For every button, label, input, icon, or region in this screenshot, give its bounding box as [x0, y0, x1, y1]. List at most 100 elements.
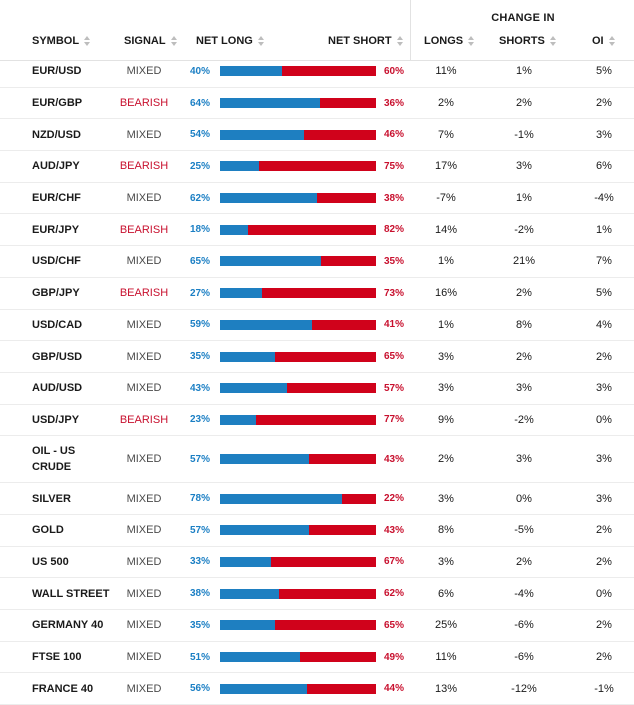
table-row[interactable]: USD/CHF MIXED 65% 35% 1% 21% 7%: [0, 246, 634, 278]
net-short-bar-fill: [279, 588, 376, 599]
change-shorts-value: -5%: [514, 524, 534, 537]
symbol-cell[interactable]: WALL STREET: [32, 587, 110, 600]
signal-cell: MIXED: [126, 65, 162, 78]
symbol-cell[interactable]: SILVER: [32, 492, 71, 505]
sentiment-bar: [220, 319, 376, 330]
signal-cell: BEARISH: [119, 223, 169, 236]
change-oi-value: 2%: [596, 555, 612, 568]
symbol-cell[interactable]: AUD/USD: [32, 382, 83, 395]
column-header-oi[interactable]: OI: [592, 34, 616, 48]
change-shorts-value: 3%: [516, 382, 532, 395]
net-short-value: 38%: [384, 192, 405, 204]
net-short-bar-fill: [299, 652, 376, 663]
symbol-cell[interactable]: FTSE 100: [32, 651, 82, 664]
table-row[interactable]: OIL - US CRUDE MIXED 57% 43% 2% 3% 3%: [0, 436, 634, 484]
table-row[interactable]: SILVER MIXED 78% 22% 3% 0% 3%: [0, 483, 634, 515]
net-long-bar-fill: [220, 351, 275, 362]
net-long-value: 33%: [189, 556, 210, 568]
table-row[interactable]: FTSE 100 MIXED 51% 49% 11% -6% 2%: [0, 642, 634, 674]
net-long-value: 38%: [189, 588, 210, 600]
symbol-cell[interactable]: OIL - US CRUDE: [32, 445, 76, 474]
symbol-cell[interactable]: GOLD: [32, 524, 64, 537]
change-shorts-value: 2%: [516, 350, 532, 363]
table-row[interactable]: GBP/JPY BEARISH 27% 73% 16% 2% 5%: [0, 278, 634, 310]
sort-icon[interactable]: [396, 36, 404, 46]
symbol-cell[interactable]: GERMANY 40: [32, 619, 104, 632]
column-header-signal[interactable]: SIGNAL: [124, 34, 178, 48]
symbol-cell[interactable]: NZD/USD: [32, 128, 81, 141]
change-longs-value: 14%: [434, 223, 458, 236]
table-row[interactable]: EUR/GBP BEARISH 64% 36% 2% 2% 2%: [0, 88, 634, 120]
symbol-cell[interactable]: EUR/GBP: [32, 97, 83, 110]
net-long-bar-fill: [220, 66, 283, 77]
change-longs-value: 2%: [438, 453, 454, 466]
symbol-cell[interactable]: EUR/JPY: [32, 223, 80, 236]
sort-icon[interactable]: [549, 36, 557, 46]
change-longs-value: 7%: [438, 128, 454, 141]
table-row[interactable]: NZD/USD MIXED 54% 46% 7% -1% 3%: [0, 119, 634, 152]
sort-icon[interactable]: [608, 36, 616, 46]
net-short-bar-fill: [308, 525, 376, 536]
symbol-cell[interactable]: GBP/USD: [32, 350, 83, 363]
table-row[interactable]: EUR/JPY BEARISH 18% 82% 14% -2% 1%: [0, 214, 634, 247]
table-row[interactable]: USD/CAD MIXED 59% 41% 1% 8% 4%: [0, 310, 634, 342]
change-shorts-value: 3%: [516, 453, 532, 466]
net-short-value: 65%: [384, 351, 405, 363]
sort-icon[interactable]: [170, 36, 178, 46]
sort-icon[interactable]: [468, 36, 475, 46]
column-header-net-short[interactable]: NET SHORT: [328, 34, 404, 48]
net-long-value: 78%: [189, 493, 210, 505]
net-long-bar-fill: [220, 556, 272, 567]
table-row[interactable]: GOLD MIXED 57% 43% 8% -5% 2%: [0, 515, 634, 547]
net-long-bar-fill: [220, 652, 300, 663]
net-long-value: 57%: [189, 453, 210, 465]
table-row[interactable]: GERMANY 40 MIXED 35% 65% 25% -6% 2%: [0, 610, 634, 642]
sort-icon[interactable]: [257, 36, 265, 46]
sentiment-bar: [220, 98, 376, 109]
sentiment-bar: [220, 288, 376, 299]
signal-cell: MIXED: [126, 682, 162, 695]
table-row[interactable]: AUD/JPY BEARISH 25% 75% 17% 3% 6%: [0, 151, 634, 183]
symbol-cell[interactable]: USD/JPY: [32, 413, 80, 426]
net-long-bar-fill: [220, 383, 288, 394]
column-header-shorts[interactable]: SHORTS: [499, 34, 557, 48]
change-oi-value: 2%: [596, 651, 612, 664]
symbol-cell[interactable]: FRANCE 40: [32, 682, 94, 695]
change-oi-value: 3%: [596, 382, 612, 395]
table-row[interactable]: US 500 MIXED 33% 67% 3% 2% 2%: [0, 547, 634, 579]
sort-icon[interactable]: [84, 36, 91, 46]
change-longs-value: 16%: [434, 287, 458, 300]
column-header-longs[interactable]: LONGS: [424, 34, 475, 48]
table-row[interactable]: AUD/USD MIXED 43% 57% 3% 3% 3%: [0, 373, 634, 405]
symbol-cell[interactable]: AUD/JPY: [32, 160, 80, 173]
change-oi-value: 2%: [596, 350, 612, 363]
table-row[interactable]: USD/JPY BEARISH 23% 77% 9% -2% 0%: [0, 405, 634, 437]
symbol-cell[interactable]: US 500: [32, 555, 69, 568]
sentiment-bar: [220, 525, 376, 536]
table-row[interactable]: EUR/CHF MIXED 62% 38% -7% 1% -4%: [0, 183, 634, 215]
net-long-value: 62%: [189, 192, 210, 204]
symbol-cell[interactable]: GBP/JPY: [32, 287, 80, 300]
net-short-value: 43%: [384, 524, 405, 536]
column-header-net-long-label: NET LONG: [196, 35, 253, 47]
symbol-cell[interactable]: EUR/USD: [32, 65, 82, 78]
change-shorts-value: 1%: [516, 65, 532, 78]
change-oi-value: 7%: [596, 255, 612, 268]
table-row[interactable]: WALL STREET MIXED 38% 62% 6% -4% 0%: [0, 578, 634, 610]
column-header-net-long[interactable]: NET LONG: [196, 34, 265, 48]
table-row[interactable]: GBP/USD MIXED 35% 65% 3% 2% 2%: [0, 341, 634, 373]
symbol-cell[interactable]: EUR/CHF: [32, 192, 81, 205]
change-longs-value: 11%: [435, 651, 457, 664]
net-long-value: 56%: [189, 683, 210, 695]
symbol-cell[interactable]: USD/CAD: [32, 318, 83, 331]
table-row[interactable]: EUR/USD MIXED 40% 60% 11% 1% 5%: [0, 56, 634, 88]
table-row[interactable]: FRANCE 40 MIXED 56% 44% 13% -12% -1%: [0, 673, 634, 705]
symbol-cell[interactable]: USD/CHF: [32, 255, 81, 268]
net-short-value: 60%: [384, 65, 405, 77]
column-header-symbol[interactable]: SYMBOL: [32, 34, 91, 48]
sentiment-bar: [220, 129, 376, 140]
net-long-bar-fill: [220, 414, 256, 425]
change-oi-value: 3%: [596, 492, 612, 505]
sentiment-bar: [220, 193, 376, 204]
net-short-value: 43%: [384, 453, 405, 465]
